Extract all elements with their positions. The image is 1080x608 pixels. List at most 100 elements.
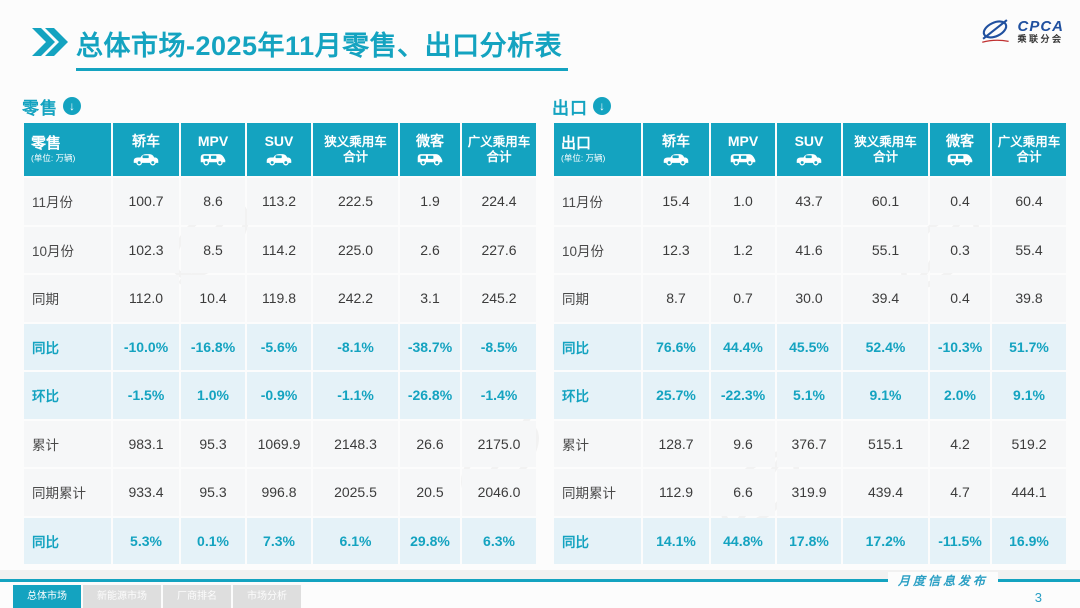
- table-cell: -26.8%: [400, 372, 460, 419]
- table-cell: 26.6: [400, 420, 460, 467]
- table-cell: 100.7: [113, 178, 179, 225]
- table-cell: 2.0%: [930, 372, 990, 419]
- table-row: 同比 76.6% 44.4% 45.5% 52.4% -10.3% 51.7%: [554, 323, 1066, 370]
- table-cell: 1.2: [711, 226, 775, 273]
- row-label: 环比: [554, 372, 641, 419]
- retail-table: 零售 (单位: 万辆) 轿车 MPV SUV 狭义乘用车 合计 微客 广义乘用车 合计 11月份 10…: [22, 121, 538, 566]
- table-cell: 76.6%: [643, 323, 709, 370]
- table-cell: 2148.3: [313, 420, 398, 467]
- tab-overall-market[interactable]: 总体市场: [13, 585, 81, 608]
- table-cell: 15.4: [643, 178, 709, 225]
- column-header: 微客: [930, 123, 990, 176]
- table-cell: 519.2: [992, 420, 1066, 467]
- row-label: 同期: [24, 275, 111, 322]
- export-table: 出口 (单位: 万辆) 轿车 MPV SUV 狭义乘用车 合计 微客 广义乘用车 合计 11月份 15…: [552, 121, 1068, 566]
- table-cell: -1.4%: [462, 372, 536, 419]
- table-cell: 6.6: [711, 469, 775, 516]
- row-label: 累计: [554, 420, 641, 467]
- table-cell: 0.3: [930, 226, 990, 273]
- table-row: 同比 14.1% 44.8% 17.8% 17.2% -11.5% 16.9%: [554, 517, 1066, 564]
- table-cell: 2.6: [400, 226, 460, 273]
- table-cell: 20.5: [400, 469, 460, 516]
- table-cell: 43.7: [777, 178, 841, 225]
- table-cell: 9.1%: [992, 372, 1066, 419]
- table-cell: 10.4: [181, 275, 245, 322]
- header: 总体市场-2025年11月零售、出口分析表: [30, 24, 569, 71]
- column-header: 广义乘用车 合计: [462, 123, 536, 176]
- header-row: 出口 (单位: 万辆) 轿车 MPV SUV 狭义乘用车 合计 微客 广义乘用车 合计: [554, 123, 1066, 176]
- sedan-icon: [643, 151, 709, 166]
- publication-label: 月度信息发布: [887, 572, 998, 589]
- table-cell: 95.3: [181, 420, 245, 467]
- row-label: 11月份: [24, 178, 111, 225]
- cpca-swoosh-icon: [982, 19, 1010, 43]
- column-header: MPV: [181, 123, 245, 176]
- table-cell: -10.3%: [930, 323, 990, 370]
- column-header: 微客: [400, 123, 460, 176]
- table-cell: -8.5%: [462, 323, 536, 370]
- table-cell: 3.1: [400, 275, 460, 322]
- table-cell: 8.6: [181, 178, 245, 225]
- table-cell: 60.4: [992, 178, 1066, 225]
- table-cell: 983.1: [113, 420, 179, 467]
- page-number: 3: [1034, 590, 1042, 605]
- double-chevron-icon: [32, 28, 68, 56]
- microvan-icon: [930, 151, 990, 166]
- table-cell: -10.0%: [113, 323, 179, 370]
- table-cell: -5.6%: [247, 323, 311, 370]
- tab-oem-ranking[interactable]: 厂商排名: [163, 585, 231, 608]
- table-cell: 55.1: [843, 226, 928, 273]
- row-label: 同比: [554, 323, 641, 370]
- mpv-icon: [181, 151, 245, 166]
- table-cell: 0.7: [711, 275, 775, 322]
- table-cell: 39.4: [843, 275, 928, 322]
- retail-table-block: 零售 ↓ 零售 (单位: 万辆) 轿车 MPV SUV 狭义乘用车 合计 微客 广义乘用车 合计 1…: [22, 94, 538, 566]
- table-row: 同比 -10.0% -16.8% -5.6% -8.1% -38.7% -8.5%: [24, 323, 536, 370]
- table-cell: 224.4: [462, 178, 536, 225]
- down-arrow-icon: ↓: [593, 97, 611, 115]
- header-row: 零售 (单位: 万辆) 轿车 MPV SUV 狭义乘用车 合计 微客 广义乘用车 合计: [24, 123, 536, 176]
- table-cell: 44.8%: [711, 517, 775, 564]
- tab-nev-market[interactable]: 新能源市场: [83, 585, 161, 608]
- table-cell: 225.0: [313, 226, 398, 273]
- table-cell: 5.3%: [113, 517, 179, 564]
- table-cell: 7.3%: [247, 517, 311, 564]
- table-row: 同期累计 112.9 6.6 319.9 439.4 4.7 444.1: [554, 469, 1066, 516]
- down-arrow-icon: ↓: [63, 97, 81, 115]
- table-row: 环比 -1.5% 1.0% -0.9% -1.1% -26.8% -1.4%: [24, 372, 536, 419]
- footer-strip: [0, 570, 1080, 579]
- row-label: 同期累计: [554, 469, 641, 516]
- table-cell: 52.4%: [843, 323, 928, 370]
- tab-market-analysis[interactable]: 市场分析: [233, 585, 301, 608]
- suv-icon: [247, 151, 311, 166]
- table-cell: 17.2%: [843, 517, 928, 564]
- footer-divider: [0, 579, 1080, 582]
- table-cell: 222.5: [313, 178, 398, 225]
- table-cell: 1.0: [711, 178, 775, 225]
- table-cell: 2175.0: [462, 420, 536, 467]
- table-row: 11月份 15.4 1.0 43.7 60.1 0.4 60.4: [554, 178, 1066, 225]
- table-cell: 227.6: [462, 226, 536, 273]
- export-section-header: 出口 ↓: [552, 94, 1068, 118]
- table-cell: 9.6: [711, 420, 775, 467]
- page-title: 总体市场-2025年11月零售、出口分析表: [76, 24, 569, 71]
- column-header: 狭义乘用车 合计: [313, 123, 398, 176]
- table-row: 同期 112.0 10.4 119.8 242.2 3.1 245.2: [24, 275, 536, 322]
- export-table-block: 出口 ↓ 出口 (单位: 万辆) 轿车 MPV SUV 狭义乘用车 合计 微客 广义乘用车 合计 1…: [552, 94, 1068, 566]
- column-header: 轿车: [113, 123, 179, 176]
- column-header: MPV: [711, 123, 775, 176]
- table-cell: 5.1%: [777, 372, 841, 419]
- sedan-icon: [113, 151, 179, 166]
- table-cell: 0.4: [930, 178, 990, 225]
- row-label: 10月份: [24, 226, 111, 273]
- column-header: 广义乘用车 合计: [992, 123, 1066, 176]
- logo-subtext: 乘联分会: [1017, 34, 1064, 45]
- table-cell: 319.9: [777, 469, 841, 516]
- microvan-icon: [400, 151, 460, 166]
- table-cell: 39.8: [992, 275, 1066, 322]
- table-cell: 12.3: [643, 226, 709, 273]
- table-cell: 245.2: [462, 275, 536, 322]
- table-row: 同期 8.7 0.7 30.0 39.4 0.4 39.8: [554, 275, 1066, 322]
- bottom-tabbar: 总体市场 新能源市场 厂商排名 市场分析: [13, 585, 301, 608]
- table-cell: 102.3: [113, 226, 179, 273]
